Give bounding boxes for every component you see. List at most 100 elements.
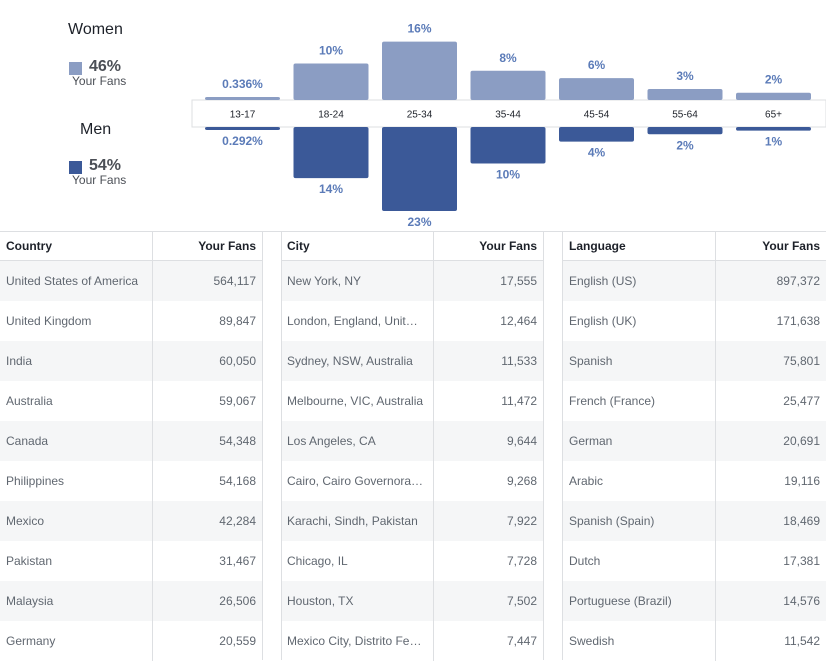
table-separator [562,231,563,660]
table-row: London, England, Unit… 12,464 [281,301,543,341]
table-row: Karachi, Sindh, Pakistan 7,922 [281,501,543,541]
women-value-label: 2% [765,73,783,87]
country-name-cell: Malaysia [0,581,153,621]
city-fans-cell: 7,728 [433,541,543,581]
men-bar[interactable] [293,127,369,179]
table-row: English (US) 897,372 [563,260,826,301]
language-fans-cell: 25,477 [715,381,826,421]
city-name-cell: Sydney, NSW, Australia [281,341,434,381]
city-name-cell: Mexico City, Distrito Fe… [281,621,434,661]
women-value-label: 16% [407,22,431,36]
men-bar[interactable] [205,127,280,130]
men-value-label: 1% [765,135,783,149]
women-bar[interactable] [559,78,634,100]
city-name-cell: Los Angeles, CA [281,421,434,461]
city-name-cell: Cairo, Cairo Governora… [281,461,434,501]
language-name-cell: Spanish [563,341,716,381]
country-name-cell: Philippines [0,461,153,501]
country-name-cell: United States of America [0,260,153,301]
country-name-cell: Germany [0,621,153,661]
country-fans-cell: 54,348 [152,421,262,461]
women-bar[interactable] [470,70,546,100]
city-header[interactable]: City [281,231,434,261]
table-row: Chicago, IL 7,728 [281,541,543,581]
men-bar[interactable] [470,127,546,164]
table-row: Spanish (Spain) 18,469 [563,501,826,541]
legend-women-percent: 46% [89,58,122,75]
table-row: Houston, TX 7,502 [281,581,543,621]
table-separator [262,231,263,660]
table-row: Mexico 42,284 [0,501,262,541]
age-tick-label: 35-44 [495,110,521,121]
age-tick-label: 13-17 [230,110,256,121]
language-fans-header[interactable]: Your Fans [715,231,826,261]
country-fans-cell: 20,559 [152,621,262,661]
country-name-cell: Australia [0,381,153,421]
men-bar[interactable] [647,127,723,135]
country-fans-header[interactable]: Your Fans [152,231,262,261]
men-value-label: 10% [496,168,520,182]
city-fans-header[interactable]: Your Fans [433,231,543,261]
women-value-label: 6% [588,58,606,72]
country-fans-cell: 31,467 [152,541,262,581]
country-header[interactable]: Country [0,231,153,261]
language-name-cell: English (US) [563,260,716,301]
language-name-cell: German [563,421,716,461]
age-gender-chart: 0.336% 0.292% 13-17 10% 14% 18-24 16% 23% 25-34 8… [191,22,826,229]
city-name-cell: Houston, TX [281,581,434,621]
country-fans-cell: 60,050 [152,341,262,381]
country-fans-cell: 42,284 [152,501,262,541]
women-bar[interactable] [293,63,369,101]
table-row: Sydney, NSW, Australia 11,533 [281,341,543,381]
age-axis-band [191,99,826,128]
language-fans-cell: 897,372 [715,260,826,301]
language-fans-cell: 11,542 [715,621,826,661]
city-fans-cell: 7,447 [433,621,543,661]
city-fans-cell: 11,533 [433,341,543,381]
table-row: Portuguese (Brazil) 14,576 [563,581,826,621]
men-value-label: 14% [319,182,343,196]
country-name-cell: Canada [0,421,153,461]
language-name-cell: Dutch [563,541,716,581]
women-value-label: 8% [499,51,517,65]
men-bar[interactable] [382,127,457,211]
legend-men-percent: 54% [89,157,122,174]
legend-men-sub: Your Fans [72,173,127,187]
language-name-cell: Swedish [563,621,716,661]
women-bar[interactable] [382,41,457,100]
table-row: Malaysia 26,506 [0,581,262,621]
age-tick-label: 25-34 [407,110,433,121]
language-fans-cell: 19,116 [715,461,826,501]
city-fans-cell: 9,268 [433,461,543,501]
table-row: Philippines 54,168 [0,461,262,501]
city-name-cell: Karachi, Sindh, Pakistan [281,501,434,541]
men-bar[interactable] [736,127,811,131]
men-value-label: 0.292% [222,134,263,148]
legend-men-swatch [69,161,82,174]
age-tick-label: 55-64 [672,110,698,121]
language-fans-cell: 14,576 [715,581,826,621]
table-row: Mexico City, Distrito Fe… 7,447 [281,621,543,661]
table-row: Los Angeles, CA 9,644 [281,421,543,461]
legend-women-swatch [69,62,82,75]
men-bar[interactable] [559,127,634,142]
women-bar[interactable] [736,92,811,100]
men-value-label: 23% [407,215,431,229]
city-name-cell: Melbourne, VIC, Australia [281,381,434,421]
table-row: Dutch 17,381 [563,541,826,581]
city-name-cell: London, England, Unit… [281,301,434,341]
city-fans-cell: 12,464 [433,301,543,341]
women-bar[interactable] [647,89,723,100]
language-header[interactable]: Language [563,231,716,261]
city-table: City Your Fans New York, NY 17,555 London,… [281,231,543,661]
city-name-cell: Chicago, IL [281,541,434,581]
country-fans-cell: 89,847 [152,301,262,341]
language-table: Language Your Fans English (US) 897,372 En… [563,231,826,661]
table-row: Melbourne, VIC, Australia 11,472 [281,381,543,421]
country-fans-cell: 26,506 [152,581,262,621]
women-bar[interactable] [205,97,280,100]
country-name-cell: Pakistan [0,541,153,581]
city-fans-cell: 7,502 [433,581,543,621]
age-tick-label: 65+ [765,110,782,121]
city-name-cell: New York, NY [281,260,434,301]
